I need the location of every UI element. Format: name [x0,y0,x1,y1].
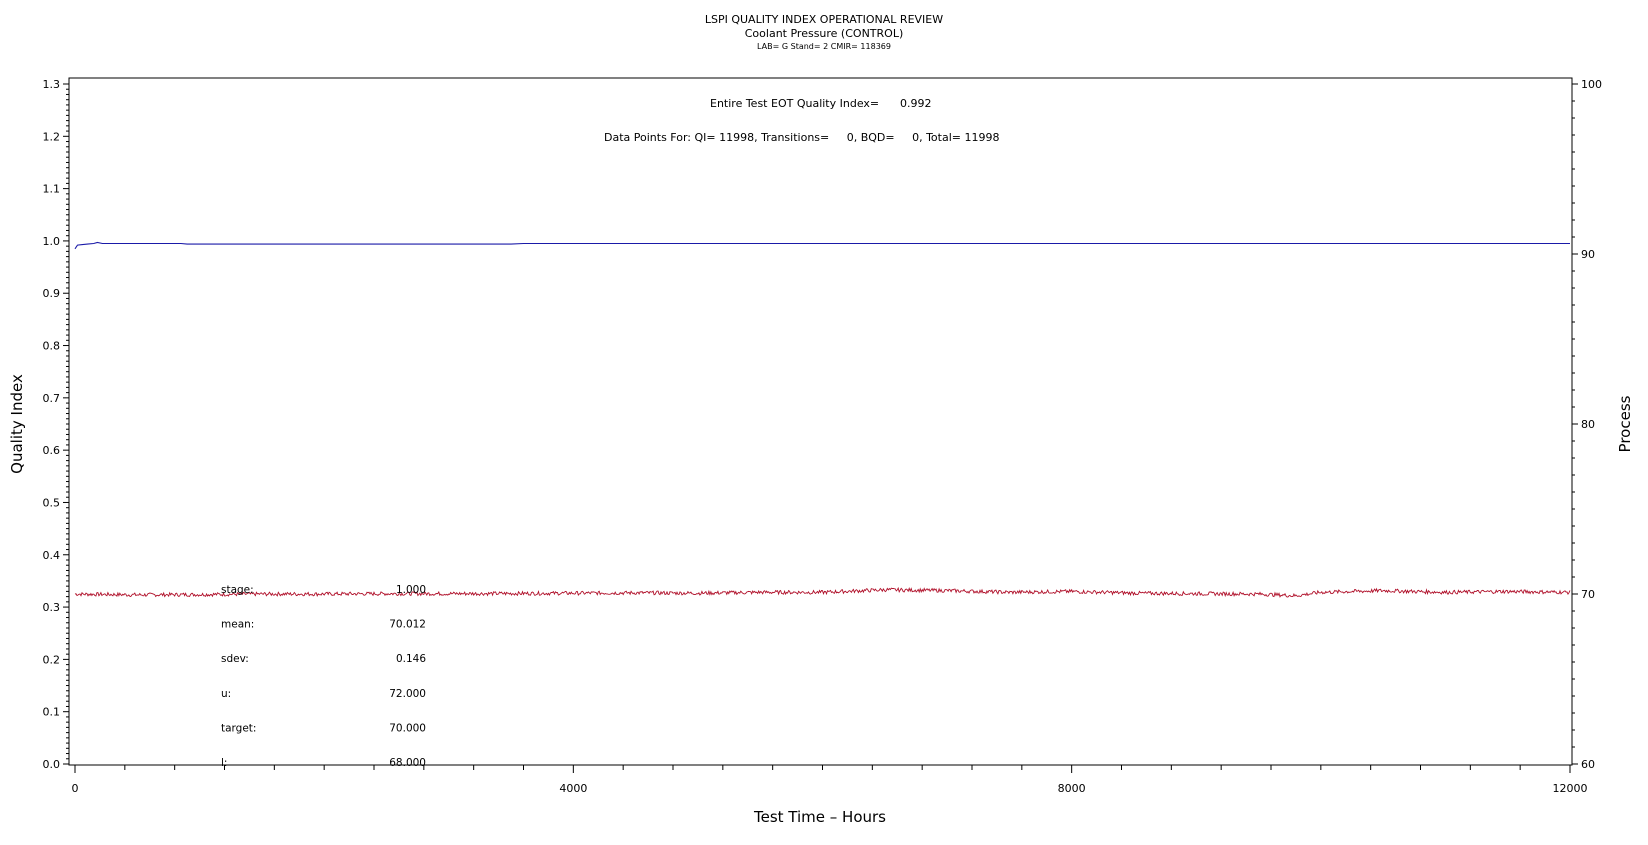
stat-label: u: [221,688,231,700]
eot-quality-value: 0.992 [900,97,932,110]
x-tick-label: 4000 [559,782,587,795]
y-tick-label: 0.4 [43,549,61,562]
y-tick-label: 0.9 [43,287,61,300]
stat-value: 70.000 [389,722,426,734]
y-tick-label: 0.2 [43,653,61,666]
stat-label: mean: [221,619,254,631]
y-tick-label: 0.6 [43,444,61,457]
chart-subtitle: Coolant Pressure (CONTROL) [744,27,904,40]
eot-quality-label: Entire Test EOT Quality Index= [710,97,879,110]
y-tick-label: 0.0 [43,758,61,771]
y-tick-label: 0.1 [43,706,61,719]
stat-label: target: [221,722,256,734]
y-tick-label: 1.3 [43,78,61,91]
quality-index-series-line [74,241,1570,250]
y-tick-label: 0.8 [43,340,61,353]
y2-tick-label: 60 [1581,758,1595,771]
process-series-line [74,586,1571,598]
y-tick-label: 0.7 [43,392,61,405]
chart-title: LSPI QUALITY INDEX OPERATIONAL REVIEW [704,13,944,26]
y-axis-label: Quality Index [8,374,26,474]
stat-value: 0.146 [396,653,426,665]
y2-axis-label: Process [1616,395,1634,452]
y2-tick-label: 80 [1581,418,1595,431]
chart-subtitle-lab: LAB= G Stand= 2 CMIR= 118369 [757,42,891,51]
x-tick-label: 12000 [1553,782,1588,795]
stat-value: 72.000 [389,688,426,700]
plot-frame [68,77,1573,766]
y-tick-label: 1.2 [43,130,61,143]
y2-tick-label: 90 [1581,248,1595,261]
y-tick-label: 0.5 [43,496,61,509]
y2-tick-label: 100 [1581,78,1602,91]
stat-value: 70.012 [389,619,426,631]
stat-value: 68.000 [389,757,426,769]
y-tick-label: 1.0 [43,235,61,248]
x-axis-label: Test Time – Hours [753,808,886,826]
stat-label: l: [221,757,227,769]
x-tick-label: 0 [72,782,79,795]
y-tick-label: 0.3 [43,601,61,614]
x-tick-label: 8000 [1058,782,1086,795]
y2-tick-label: 70 [1581,588,1595,601]
stat-label: sdev: [221,653,249,665]
stat-value: 1.000 [396,584,426,596]
stat-label: stage: [221,584,254,596]
y-tick-label: 1.1 [43,183,61,196]
data-points-summary: Data Points For: QI= 11998, Transitions=… [604,131,999,144]
